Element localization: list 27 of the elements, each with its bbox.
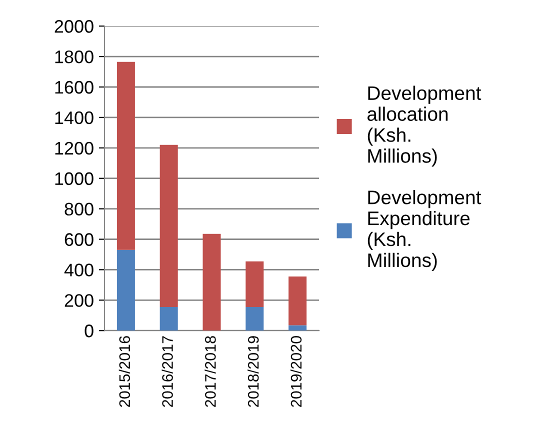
bar (116, 250, 135, 331)
bar (160, 144, 178, 307)
y-tick-label: 400 (64, 264, 94, 276)
y-tick-label: 600 (64, 233, 94, 246)
bar (288, 276, 307, 326)
x-tick-label: 2015/2016 (118, 336, 130, 407)
x-tick-label: 2018/2019 (248, 336, 259, 407)
x-tick-label: 2016/2017 (162, 336, 173, 407)
y-tick-label: 0 (84, 324, 94, 338)
bar (246, 307, 264, 331)
x-tick-label: 2019/2020 (290, 336, 302, 407)
bar (288, 325, 307, 331)
y-tick-label: 2000 (54, 20, 94, 33)
y-tick-label: 1600 (55, 80, 94, 94)
bar (160, 307, 178, 331)
y-tick-label: 1000 (55, 172, 94, 186)
bar (246, 261, 264, 307)
legend-label: Development Expenditure (Ksh. Millions) (368, 190, 482, 271)
bar (202, 234, 221, 331)
x-tick-label: 2017/2018 (204, 336, 216, 407)
legend-label: Development allocation (Ksh. Millions) (367, 86, 482, 167)
bar (116, 62, 135, 250)
y-tick-label: 200 (64, 294, 94, 307)
y-tick-label: 800 (64, 202, 94, 216)
y-tick-label: 1200 (55, 142, 94, 155)
y-tick-label: 1800 (55, 50, 94, 64)
y-tick-label: 1400 (55, 111, 94, 124)
